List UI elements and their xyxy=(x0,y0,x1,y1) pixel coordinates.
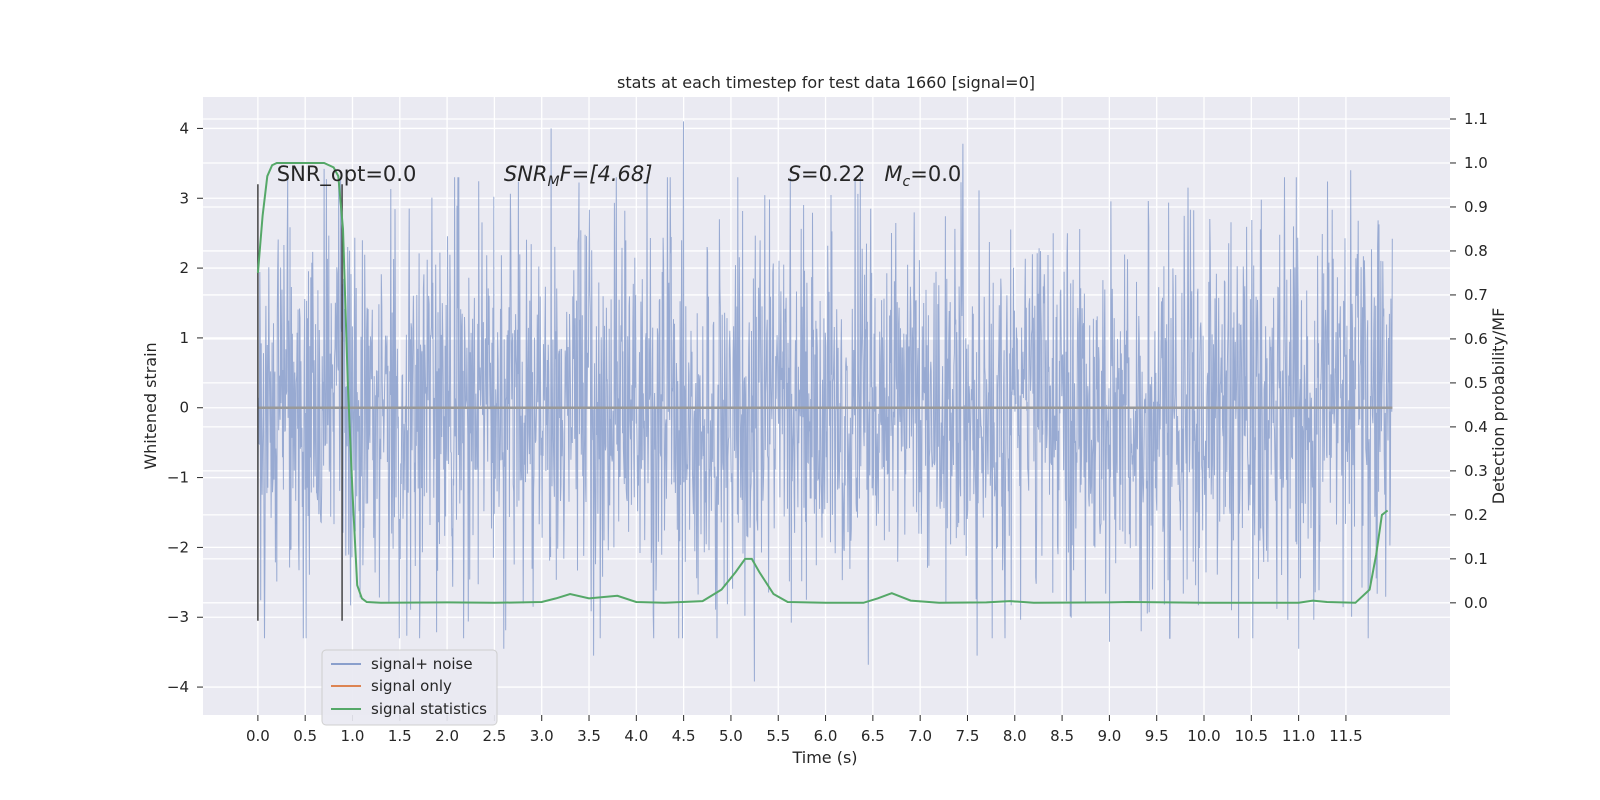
x-axis-label: Time (s) xyxy=(791,748,857,767)
x-tick-label: 6.0 xyxy=(814,727,838,745)
y2-tick-label: 1.0 xyxy=(1464,154,1488,172)
y2-tick-label: 0.2 xyxy=(1464,506,1488,524)
snr-mf-sub: M xyxy=(548,174,560,190)
y-tick-label: 3 xyxy=(179,189,189,207)
marker-lines xyxy=(257,184,343,621)
mc-sub: c xyxy=(903,174,911,190)
signal-statistics-series xyxy=(256,162,1389,604)
mc-var: M xyxy=(884,162,902,186)
x-tick-label: 9.0 xyxy=(1097,727,1121,745)
x-tick-label: 11.5 xyxy=(1329,727,1362,745)
x-tick-label: 7.5 xyxy=(956,727,980,745)
y-tick-label: −1 xyxy=(167,469,189,487)
y-axis-ticks: −4 −3 −2 −1 0 1 2 3 4 xyxy=(167,119,203,696)
signal-statistics-line xyxy=(256,162,1389,604)
x-tick-label: 1.0 xyxy=(341,727,365,745)
y2-tick-label: 0.6 xyxy=(1464,330,1488,348)
signal-noise-series xyxy=(257,121,1393,682)
legend-label-noise: signal+ noise xyxy=(371,655,473,673)
legend: signal+ noise signal only signal statist… xyxy=(321,649,498,726)
s-value: =0.22 xyxy=(801,162,865,186)
x-tick-label: 10.0 xyxy=(1187,727,1220,745)
legend-label-signal-only: signal only xyxy=(371,677,452,695)
x-tick-label: 4.5 xyxy=(672,727,696,745)
x-tick-label: 8.0 xyxy=(1003,727,1027,745)
y2-axis-ticks: 0.0 0.1 0.2 0.3 0.4 0.5 0.6 0.7 0.8 0.9 1.0 1.1 xyxy=(1450,110,1488,612)
chart-title: stats at each timestep for test data 166… xyxy=(617,73,1035,92)
x-tick-label: 6.5 xyxy=(861,727,885,745)
y-axis-label: Whitened strain xyxy=(141,342,160,469)
x-tick-label: 3.5 xyxy=(577,727,601,745)
x-axis-ticks: 0.0 0.5 1.0 1.5 2.0 2.5 3.0 3.5 4.0 4.5 5.0 5.5 6.0 6… xyxy=(246,715,1363,745)
legend-frame xyxy=(321,649,498,726)
y2-tick-label: 0.7 xyxy=(1464,286,1488,304)
y-tick-label: −2 xyxy=(167,538,189,556)
snr-mf-annotation: SNRMF=[4.68] xyxy=(504,162,653,190)
x-tick-label: 0.0 xyxy=(246,727,270,745)
x-tick-label: 5.0 xyxy=(719,727,743,745)
y2-tick-label: 0.4 xyxy=(1464,418,1488,436)
y-tick-label: −3 xyxy=(167,608,189,626)
x-tick-label: 5.5 xyxy=(766,727,790,745)
y2-axis-label: Detection probability/MF xyxy=(1489,308,1508,505)
s-var: S xyxy=(788,162,801,186)
y2-tick-label: 0.8 xyxy=(1464,242,1488,260)
y2-tick-label: 0.0 xyxy=(1464,594,1488,612)
snr-mf-rest: F=[4.68] xyxy=(560,162,653,186)
y-tick-label: 2 xyxy=(179,259,189,277)
y2-tick-label: 0.5 xyxy=(1464,374,1488,392)
legend-label-statistics: signal statistics xyxy=(371,700,487,718)
y-tick-label: −4 xyxy=(167,678,189,696)
x-tick-label: 8.5 xyxy=(1050,727,1074,745)
x-tick-label: 0.5 xyxy=(293,727,317,745)
y-tick-label: 0 xyxy=(179,399,189,417)
y2-tick-label: 0.1 xyxy=(1464,550,1488,568)
grid-lines xyxy=(203,97,1450,715)
x-tick-label: 10.5 xyxy=(1235,727,1268,745)
snr-mf-var: SNR xyxy=(504,162,548,186)
annotations: SNR_opt=0.0 SNRMF=[4.68] S=0.22 Mc=0.0 xyxy=(277,162,961,190)
x-tick-label: 11.0 xyxy=(1282,727,1315,745)
y-tick-label: 1 xyxy=(179,329,189,347)
x-tick-label: 4.0 xyxy=(624,727,648,745)
y2-tick-label: 0.3 xyxy=(1464,462,1488,480)
y2-tick-label: 0.9 xyxy=(1464,198,1488,216)
x-tick-label: 2.0 xyxy=(435,727,459,745)
x-tick-label: 1.5 xyxy=(388,727,412,745)
signal-noise-line xyxy=(257,121,1393,682)
x-tick-label: 7.0 xyxy=(908,727,932,745)
snr-opt-annotation: SNR_opt=0.0 xyxy=(277,162,417,187)
x-tick-label: 2.5 xyxy=(482,727,506,745)
mc-value: =0.0 xyxy=(910,162,961,186)
x-tick-label: 9.5 xyxy=(1145,727,1169,745)
s-mc-annotation: S=0.22 Mc=0.0 xyxy=(788,162,962,190)
x-tick-label: 3.0 xyxy=(530,727,554,745)
y-tick-label: 4 xyxy=(179,119,189,137)
y2-tick-label: 1.1 xyxy=(1464,110,1488,128)
